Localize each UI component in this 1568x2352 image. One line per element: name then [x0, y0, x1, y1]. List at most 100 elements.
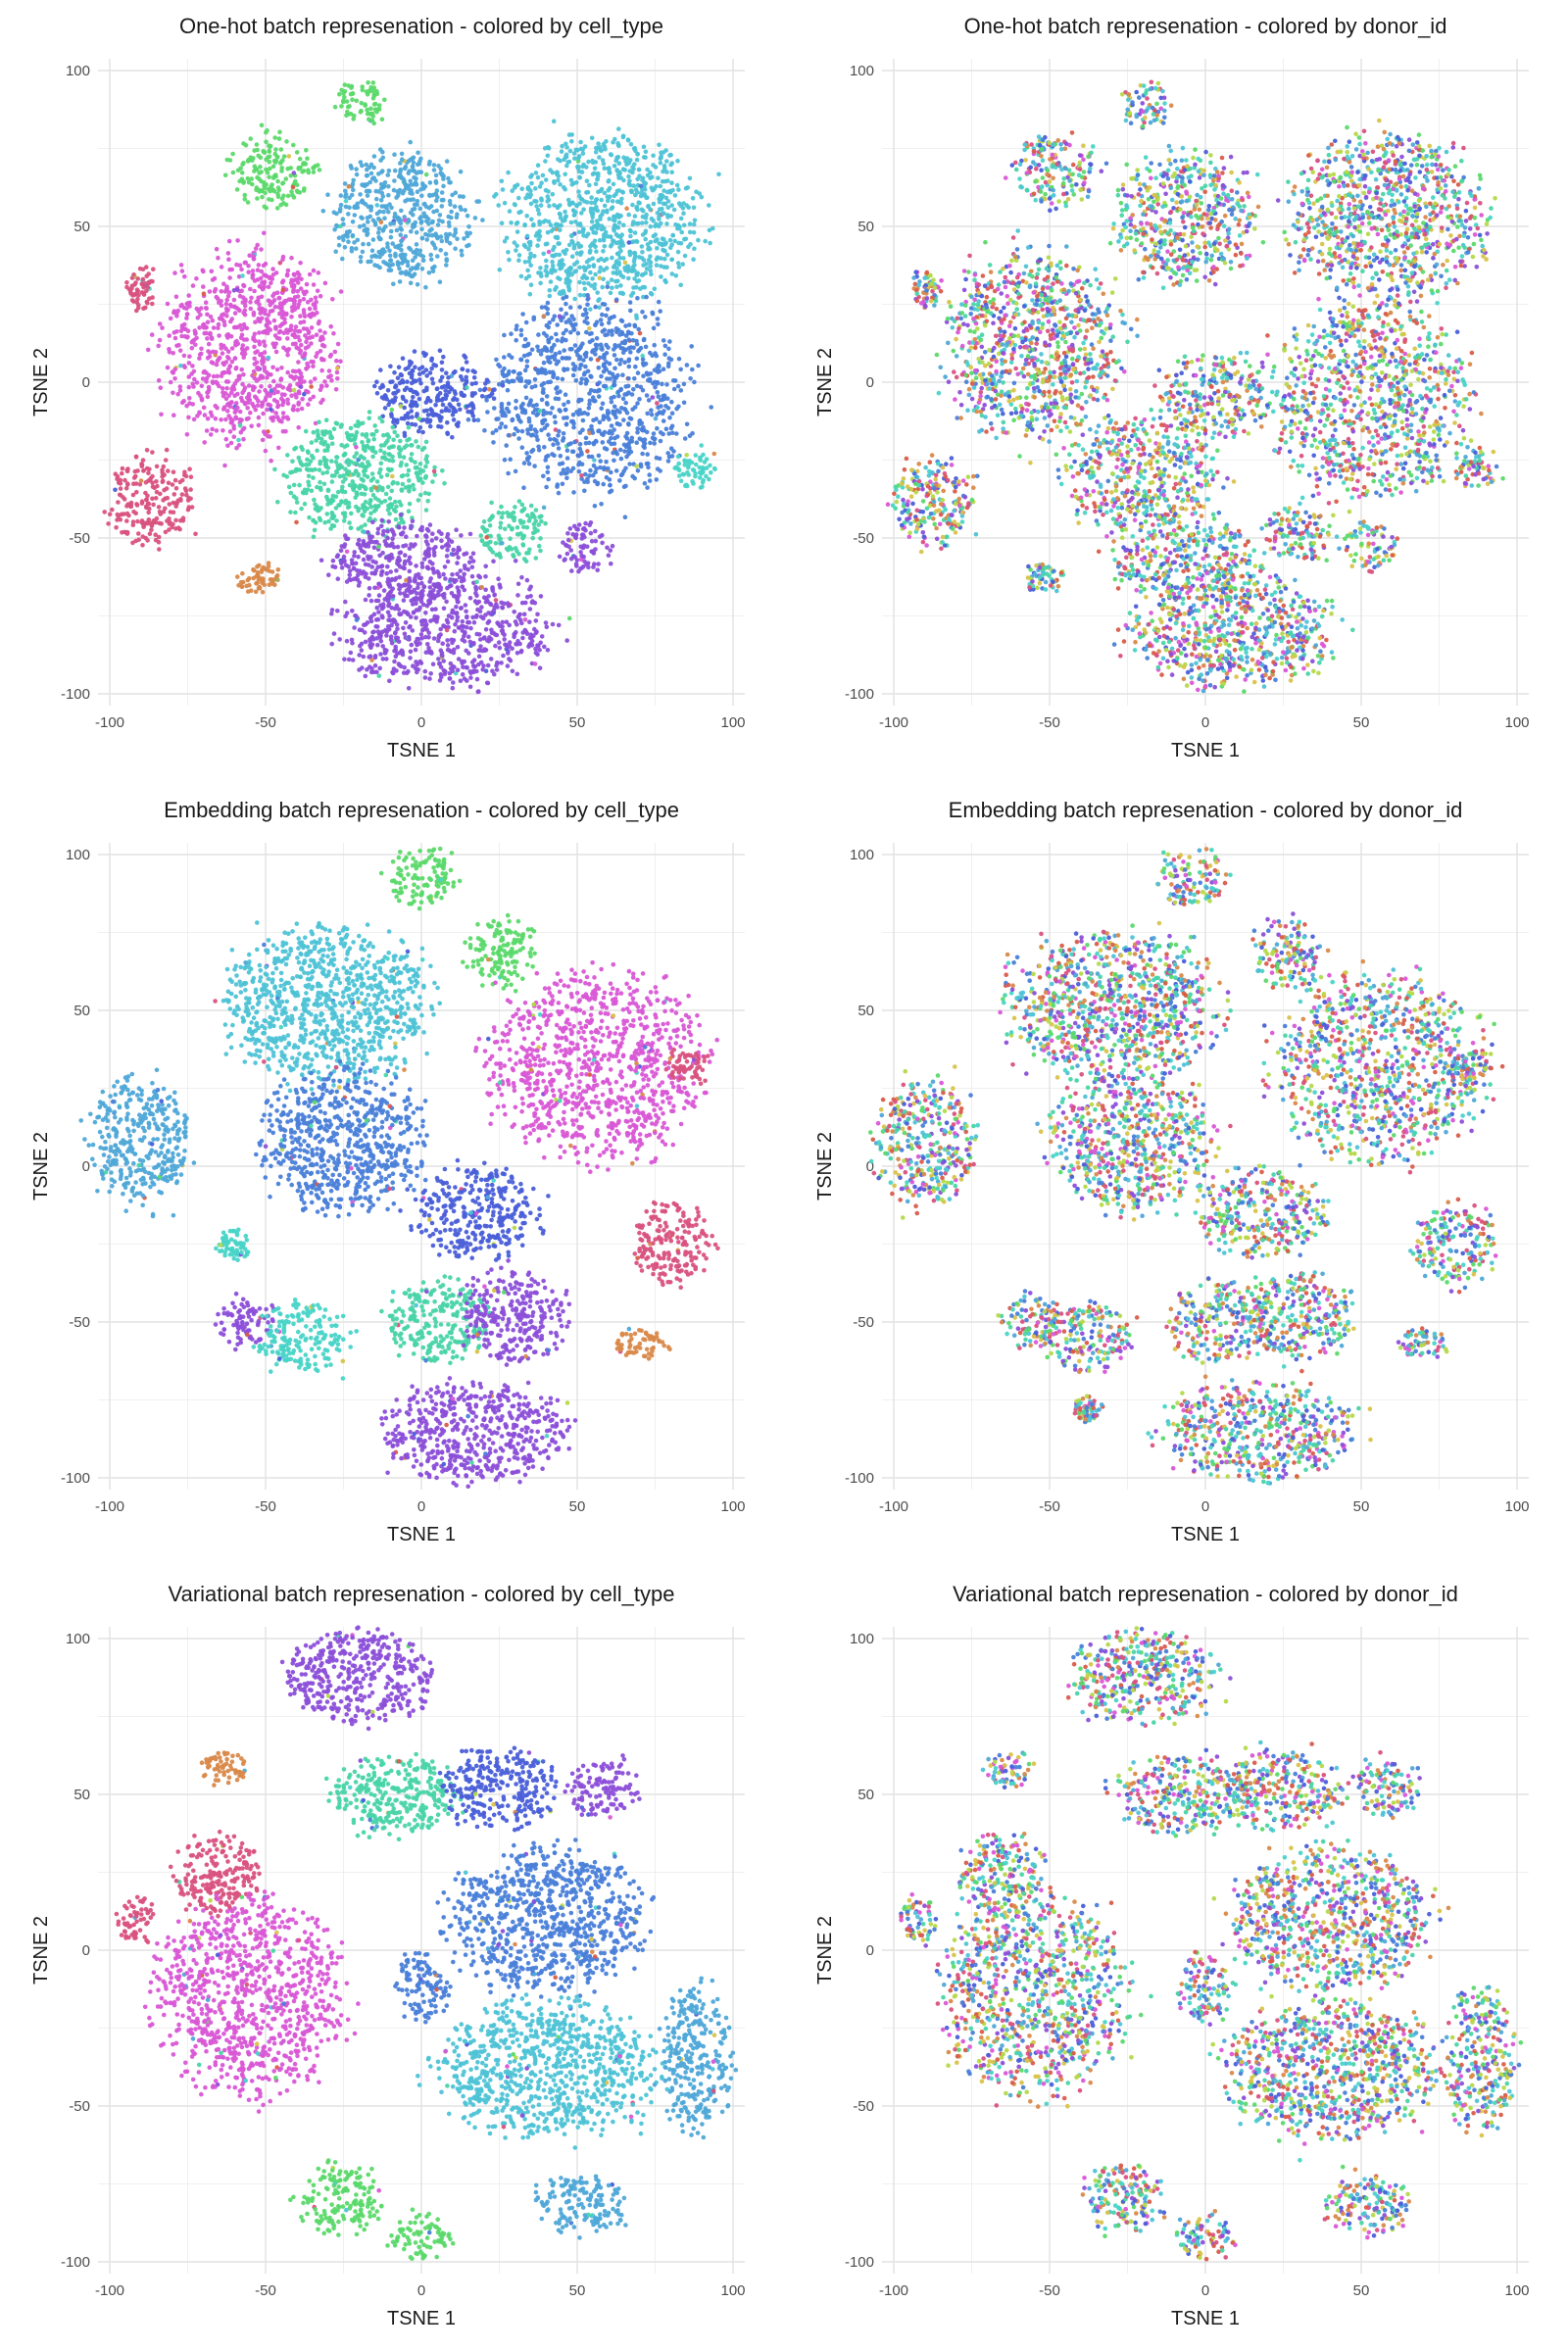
cell-point: [662, 396, 667, 402]
cell-point: [396, 216, 402, 221]
cell-point: [431, 550, 437, 555]
cell-point: [601, 414, 607, 418]
cell-point: [247, 397, 253, 403]
cell-point: [444, 370, 449, 376]
cell-point: [506, 548, 511, 553]
cell-point: [559, 149, 564, 154]
cell-point: [329, 522, 335, 528]
cell-point: [366, 80, 370, 85]
cell-point: [278, 160, 284, 165]
cell-point: [554, 386, 559, 391]
cell-point: [371, 432, 376, 437]
cell-point: [564, 311, 568, 317]
cell-point: [373, 560, 378, 565]
cell-point: [286, 484, 292, 490]
cell-point: [627, 439, 633, 444]
cell-point: [551, 374, 556, 380]
y-tick-label: -100: [61, 686, 90, 703]
cell-point: [321, 481, 327, 487]
cell-point: [642, 284, 648, 290]
cell-point: [234, 338, 239, 344]
cell-point: [691, 221, 697, 227]
cell-point: [627, 462, 632, 466]
cell-point: [586, 454, 592, 460]
cell-point: [272, 304, 278, 310]
cell-point: [223, 436, 229, 442]
cell-point: [368, 179, 373, 185]
cell-point: [599, 256, 604, 262]
cell-point: [641, 258, 647, 263]
cell-point: [564, 448, 570, 454]
cell-point: [656, 175, 661, 180]
cell-point: [569, 138, 574, 144]
cell-point: [342, 181, 348, 186]
cell-point: [402, 218, 408, 222]
cell-point: [263, 388, 268, 393]
cell-point: [630, 165, 635, 170]
cell-point: [235, 574, 240, 579]
cell-point: [373, 450, 378, 455]
cell-point: [334, 518, 339, 523]
cell-point: [601, 368, 607, 374]
cell-point: [319, 368, 324, 373]
cell-point: [281, 201, 286, 206]
cell-point: [606, 345, 611, 350]
y-tick-label: 100: [66, 63, 90, 79]
cell-point: [498, 524, 503, 530]
cell-point: [600, 284, 605, 290]
cell-point: [590, 337, 595, 343]
cell-point: [372, 585, 377, 591]
cell-point: [434, 386, 440, 392]
cell-point: [272, 160, 278, 165]
cell-point: [250, 401, 255, 407]
cell-point: [639, 207, 645, 213]
cell-point: [669, 203, 674, 208]
cell-point: [145, 284, 151, 290]
cell-point: [613, 278, 618, 284]
cell-point: [556, 396, 562, 402]
cell-point: [225, 293, 231, 299]
cell-point: [377, 103, 382, 108]
cell-point: [529, 512, 535, 516]
cell-point: [628, 449, 634, 455]
cell-point: [263, 311, 268, 317]
cell-point: [415, 282, 420, 287]
cell-point: [396, 388, 401, 394]
cell-point: [570, 466, 576, 471]
cell-point: [566, 159, 572, 165]
cell-point: [405, 420, 411, 426]
cell-point: [470, 414, 476, 418]
cell-point: [131, 509, 136, 514]
cell-point: [543, 177, 549, 182]
cell-point: [265, 375, 270, 380]
cell-point: [158, 385, 164, 391]
cell-point: [367, 563, 371, 567]
cell-point: [415, 198, 420, 204]
cell-point: [394, 504, 399, 510]
cell-point: [451, 417, 457, 422]
cell-point: [215, 358, 220, 364]
cell-point: [587, 182, 592, 188]
cell-point: [682, 253, 688, 259]
cell-point: [255, 242, 261, 248]
cell-point: [435, 254, 440, 259]
cell-point: [639, 244, 645, 249]
cell-point: [389, 444, 395, 450]
cell-point: [545, 311, 551, 317]
cell-point: [398, 253, 403, 258]
cell-point: [222, 463, 227, 468]
cell-point: [379, 395, 385, 400]
cell-point: [439, 409, 445, 415]
cell-point: [372, 383, 377, 389]
cell-point: [251, 575, 257, 581]
cell-point: [339, 104, 344, 109]
cell-point: [621, 468, 626, 474]
cell-point: [240, 347, 246, 353]
cell-point: [560, 461, 565, 466]
cell-point: [430, 269, 436, 274]
cell-point: [314, 438, 318, 443]
cell-point: [635, 370, 641, 375]
cell-point: [587, 402, 592, 407]
cell-point: [515, 428, 520, 434]
cell-point: [692, 379, 697, 385]
